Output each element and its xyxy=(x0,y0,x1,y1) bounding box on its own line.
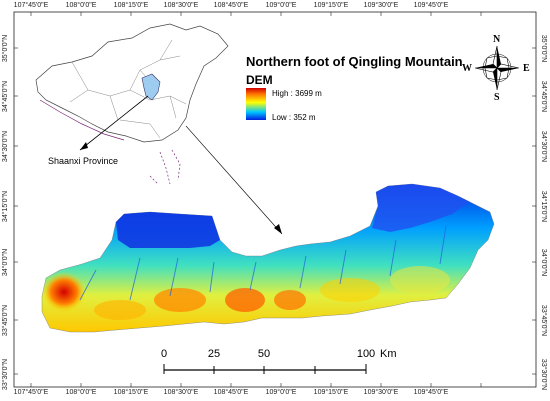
scale-bar-label: 25 xyxy=(207,348,221,360)
lon-tick-bottom: 109°45'0"E xyxy=(413,389,449,396)
lon-tick-top: 109°45'0"E xyxy=(413,2,449,9)
south-china-sea-islands xyxy=(149,149,181,185)
lon-tick-top: 109°0'0"E xyxy=(265,2,297,9)
lat-tick-left: 34°0'0"N xyxy=(2,248,10,276)
lat-tick-right: 35°0'0"N xyxy=(540,34,548,62)
lat-tick-right: 34°0'0"N xyxy=(540,248,548,276)
legend-low-label: Low : 352 m xyxy=(272,113,316,122)
lat-tick-left: 34°45'0"N xyxy=(2,80,10,112)
lat-tick-left: 34°15'0"N xyxy=(2,190,10,222)
lon-tick-bottom: 109°30'0"E xyxy=(363,389,399,396)
lon-tick-top: 108°45'0"E xyxy=(213,2,249,9)
scale-bar xyxy=(163,364,367,374)
inset-province-label: Shaanxi Province xyxy=(48,156,119,166)
lat-tick-right: 34°30'0"N xyxy=(540,130,548,162)
legend-heading: DEM xyxy=(246,73,273,87)
lon-tick-bottom: 109°0'0"E xyxy=(265,389,297,396)
lat-tick-right: 34°15'0"N xyxy=(540,190,548,222)
lon-tick-top: 108°30'0"E xyxy=(163,2,199,9)
lon-tick-top: 108°15'0"E xyxy=(113,2,149,9)
lat-tick-right: 33°30'0"N xyxy=(540,358,548,390)
lon-tick-top: 108°0'0"E xyxy=(65,2,97,9)
scale-bar-unit: Km xyxy=(380,348,397,360)
compass-north-label: N xyxy=(493,34,501,45)
lat-tick-left: 35°0'0"N xyxy=(2,34,10,62)
shaanxi-highlight xyxy=(141,73,161,101)
scale-bar-label: 50 xyxy=(257,348,271,360)
lat-tick-left: 33°45'0"N xyxy=(2,304,10,336)
lon-tick-bottom: 107°45'0"E xyxy=(13,389,49,396)
lon-tick-bottom: 109°15'0"E xyxy=(313,389,349,396)
lon-tick-bottom: 108°15'0"E xyxy=(113,389,149,396)
scale-bar-label: 100 xyxy=(356,348,376,360)
lon-tick-bottom: 108°30'0"E xyxy=(163,389,199,396)
lon-tick-top: 109°30'0"E xyxy=(363,2,399,9)
compass-east-label: E xyxy=(523,63,530,74)
lon-tick-bottom: 108°0'0"E xyxy=(65,389,97,396)
study-area-pointer-arrow xyxy=(185,125,283,235)
north-arrow-icon xyxy=(474,45,520,91)
map-title: Northern foot of Qingling Mountain xyxy=(246,54,463,69)
lat-tick-right: 34°45'0"N xyxy=(540,80,548,112)
china-inset-map xyxy=(35,23,229,185)
legend-color-ramp xyxy=(246,88,266,120)
shaanxi-pointer-arrow xyxy=(79,95,149,151)
compass-south-label: S xyxy=(494,92,500,103)
lat-tick-left: 34°30'0"N xyxy=(2,130,10,162)
lat-tick-right: 33°45'0"N xyxy=(540,304,548,336)
graticule-ticks xyxy=(14,12,536,387)
compass-west-label: W xyxy=(462,63,472,74)
lat-tick-left: 33°30'0"N xyxy=(2,358,10,390)
dem-study-area xyxy=(41,183,495,333)
lon-tick-bottom: 108°45'0"E xyxy=(213,389,249,396)
lon-tick-top: 107°45'0"E xyxy=(13,2,49,9)
lon-tick-top: 109°15'0"E xyxy=(313,2,349,9)
legend-high-label: High : 3699 m xyxy=(272,89,322,98)
scale-bar-label: 0 xyxy=(160,348,168,360)
